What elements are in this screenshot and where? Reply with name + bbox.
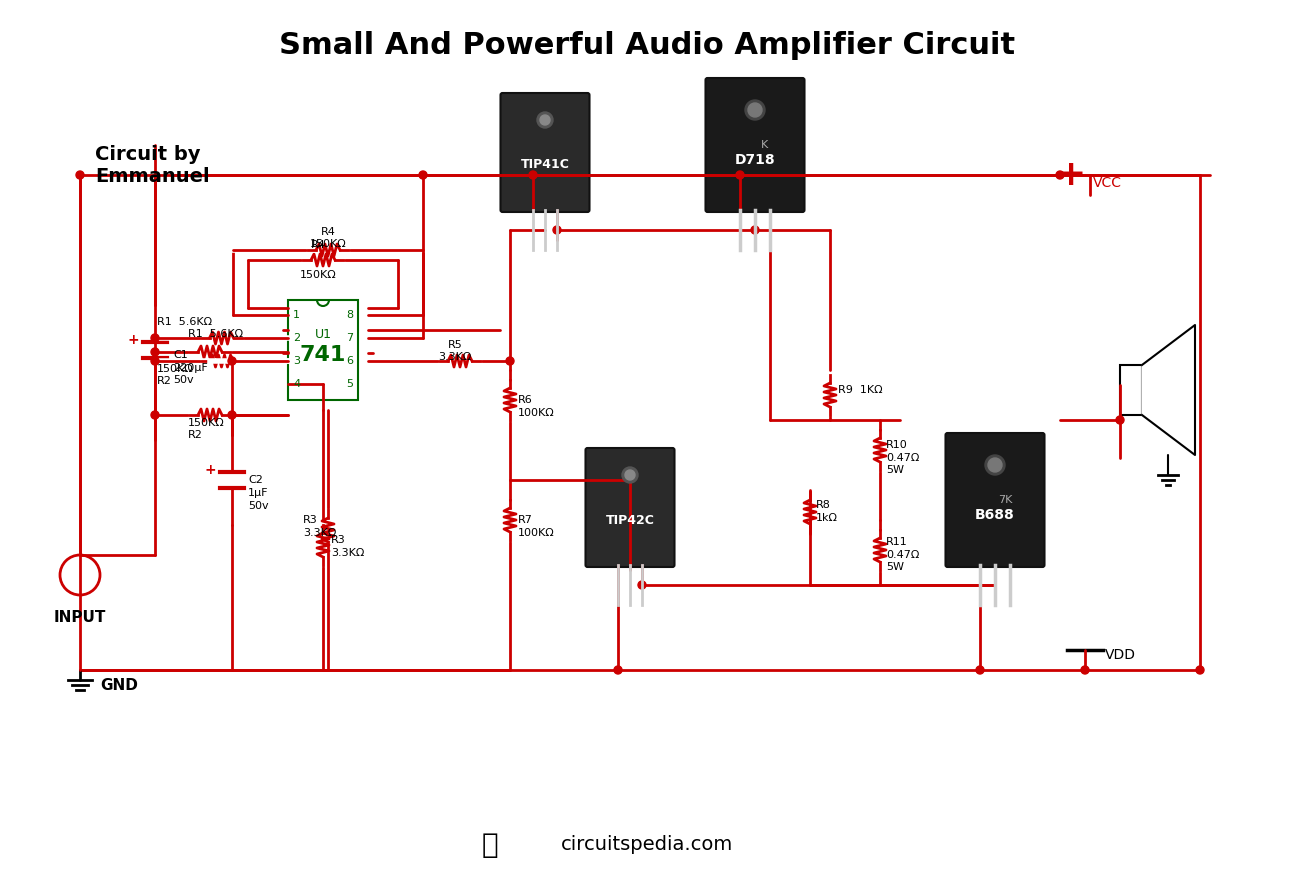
Text: 4: 4	[293, 379, 300, 389]
Text: 100KΩ: 100KΩ	[518, 528, 554, 538]
Text: 2: 2	[293, 333, 300, 343]
Text: 0.47Ω: 0.47Ω	[886, 550, 919, 560]
Text: R8: R8	[816, 500, 831, 510]
Text: C1: C1	[174, 350, 188, 360]
Text: INPUT: INPUT	[54, 610, 106, 625]
FancyBboxPatch shape	[945, 433, 1045, 567]
Circle shape	[736, 171, 745, 179]
Text: 150KΩ: 150KΩ	[310, 239, 346, 249]
Text: VDD: VDD	[1105, 648, 1136, 662]
Text: R4: R4	[311, 240, 325, 250]
Circle shape	[420, 171, 427, 179]
Text: R11: R11	[886, 537, 908, 547]
Text: U1: U1	[315, 329, 332, 341]
Text: +: +	[127, 333, 139, 347]
Text: 150KΩ: 150KΩ	[299, 270, 337, 280]
Circle shape	[988, 458, 1002, 472]
Circle shape	[749, 103, 761, 117]
Text: R1  5.6KΩ: R1 5.6KΩ	[188, 329, 243, 339]
Text: C2: C2	[249, 475, 263, 485]
Circle shape	[1197, 666, 1204, 674]
Text: GND: GND	[100, 678, 137, 693]
Text: +: +	[1055, 158, 1085, 192]
Circle shape	[152, 334, 159, 342]
Text: +: +	[205, 463, 216, 477]
Circle shape	[528, 171, 537, 179]
Text: 1kΩ: 1kΩ	[816, 513, 838, 523]
Circle shape	[622, 467, 638, 483]
Text: 3.3KΩ: 3.3KΩ	[303, 528, 337, 538]
Text: 5W: 5W	[886, 465, 904, 475]
Circle shape	[506, 357, 514, 365]
Circle shape	[625, 470, 635, 480]
Text: 150KΩ: 150KΩ	[157, 364, 194, 374]
Text: R3: R3	[332, 535, 346, 545]
Circle shape	[537, 112, 553, 128]
Text: circuitspedia.com: circuitspedia.com	[561, 836, 733, 854]
Text: R6: R6	[518, 395, 532, 405]
Text: B688: B688	[975, 508, 1015, 522]
Text: Circuit by
Emmanuel: Circuit by Emmanuel	[95, 145, 210, 186]
Text: 220μF: 220μF	[174, 363, 207, 373]
Circle shape	[1055, 171, 1064, 179]
Text: TIP42C: TIP42C	[606, 514, 654, 526]
Text: R1  5.6KΩ: R1 5.6KΩ	[157, 317, 212, 327]
Text: 5: 5	[346, 379, 354, 389]
Circle shape	[751, 226, 759, 234]
Text: 50v: 50v	[174, 375, 194, 385]
Text: 100KΩ: 100KΩ	[518, 408, 554, 418]
Text: R10: R10	[886, 440, 908, 450]
Text: R7: R7	[518, 515, 532, 525]
Text: R2: R2	[157, 376, 172, 386]
FancyBboxPatch shape	[706, 78, 804, 212]
Circle shape	[614, 666, 622, 674]
Text: 6: 6	[346, 356, 354, 366]
Text: D718: D718	[734, 153, 776, 167]
Text: 5W: 5W	[886, 562, 904, 572]
Circle shape	[76, 171, 84, 179]
Text: ⎘: ⎘	[482, 831, 499, 859]
Text: 3.3KΩ: 3.3KΩ	[332, 548, 364, 558]
Bar	[1120, 365, 1142, 415]
Text: R5: R5	[448, 340, 462, 350]
Circle shape	[638, 581, 646, 589]
FancyBboxPatch shape	[500, 93, 589, 212]
Circle shape	[985, 455, 1005, 475]
Text: R2: R2	[188, 430, 203, 440]
Circle shape	[540, 115, 550, 125]
Polygon shape	[1142, 325, 1195, 455]
Text: 7: 7	[346, 333, 354, 343]
FancyBboxPatch shape	[585, 448, 675, 567]
Circle shape	[976, 666, 984, 674]
Text: 741: 741	[300, 345, 346, 365]
Text: VCC: VCC	[1093, 176, 1121, 190]
Text: 1μF: 1μF	[249, 488, 268, 498]
Bar	[287, 300, 357, 400]
Circle shape	[152, 357, 159, 365]
Circle shape	[1116, 416, 1124, 424]
Text: R3: R3	[303, 515, 317, 525]
Circle shape	[228, 357, 236, 365]
Text: 0.47Ω: 0.47Ω	[886, 453, 919, 463]
Circle shape	[152, 348, 159, 356]
Circle shape	[1081, 666, 1089, 674]
Text: Small And Powerful Audio Amplifier Circuit: Small And Powerful Audio Amplifier Circu…	[278, 31, 1015, 60]
Text: R4: R4	[321, 227, 335, 237]
Circle shape	[553, 226, 561, 234]
Text: 7K: 7K	[998, 495, 1013, 505]
Text: 3: 3	[293, 356, 300, 366]
Text: K: K	[761, 140, 769, 150]
Circle shape	[152, 411, 159, 419]
Text: R9  1KΩ: R9 1KΩ	[838, 385, 883, 395]
Circle shape	[745, 100, 765, 120]
Text: 50v: 50v	[249, 501, 268, 511]
Text: 1: 1	[293, 310, 300, 320]
Text: 8: 8	[346, 310, 354, 320]
Circle shape	[228, 411, 236, 419]
Text: 150KΩ: 150KΩ	[188, 418, 225, 428]
Text: 3.3KΩ: 3.3KΩ	[438, 352, 471, 362]
Text: TIP41C: TIP41C	[521, 159, 570, 172]
